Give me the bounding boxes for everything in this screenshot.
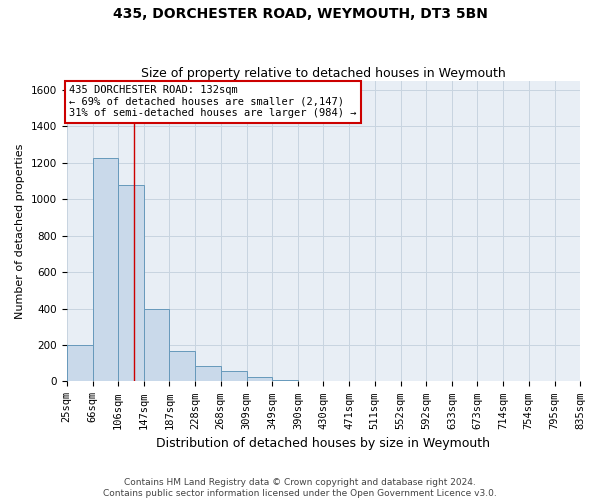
Bar: [169, 352, 195, 382]
Bar: [195, 366, 221, 382]
Bar: [144, 308, 169, 382]
Text: 435 DORCHESTER ROAD: 132sqm
← 69% of detached houses are smaller (2,147)
31% of : 435 DORCHESTER ROAD: 132sqm ← 69% of det…: [69, 85, 356, 118]
Text: Contains HM Land Registry data © Crown copyright and database right 2024.
Contai: Contains HM Land Registry data © Crown c…: [103, 478, 497, 498]
Text: 435, DORCHESTER ROAD, WEYMOUTH, DT3 5BN: 435, DORCHESTER ROAD, WEYMOUTH, DT3 5BN: [113, 8, 487, 22]
Bar: [92, 158, 118, 382]
Y-axis label: Number of detached properties: Number of detached properties: [15, 144, 25, 318]
Bar: [67, 345, 92, 382]
Bar: [221, 372, 247, 382]
Bar: [272, 380, 298, 382]
Bar: [247, 377, 272, 382]
Title: Size of property relative to detached houses in Weymouth: Size of property relative to detached ho…: [141, 66, 506, 80]
X-axis label: Distribution of detached houses by size in Weymouth: Distribution of detached houses by size …: [156, 437, 490, 450]
Bar: [118, 186, 144, 382]
